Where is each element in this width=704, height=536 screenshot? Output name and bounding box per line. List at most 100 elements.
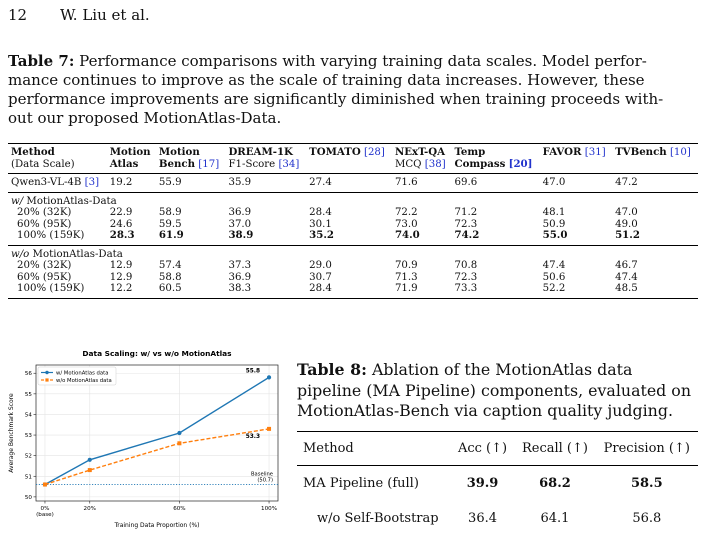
table7-caption: Table 7: Performance comparisons with va…	[8, 52, 698, 128]
table7-cell: 38.3	[225, 283, 306, 298]
table7-row-label: 20% (32K)	[8, 207, 107, 219]
baseline-ref: [3]	[85, 177, 99, 188]
table8-header: Acc (↑)	[451, 432, 515, 466]
table7-header-line2: Atlas	[110, 158, 139, 170]
table7-cell: 37.3	[225, 260, 306, 272]
table7-header-ref: [31]	[585, 147, 606, 158]
table7-cell: 71.9	[392, 283, 452, 298]
x-tick-label: 100%	[261, 506, 277, 512]
table7-caption-line: performance improvements are significant…	[8, 90, 698, 109]
table7-header-line1: TVBench	[615, 146, 667, 158]
table7-cell: 58.8	[156, 272, 226, 284]
y-tick-label: 54	[25, 412, 33, 418]
table7-group-row: w/ MotionAtlas-Data	[8, 192, 698, 207]
page-number: 12	[8, 6, 60, 24]
series-point-1	[43, 483, 47, 487]
table7-cell: 69.6	[452, 174, 540, 193]
table7-cell: 70.9	[392, 260, 452, 272]
table7-cell: 61.9	[156, 230, 226, 245]
y-tick-label: 53	[25, 433, 33, 439]
series-end-label-0: 55.8	[246, 368, 260, 374]
table8-header: Precision (↑)	[596, 432, 698, 466]
table7-cell: 58.9	[156, 207, 226, 219]
y-tick-label: 50	[25, 495, 33, 501]
table7-cell: 47.0	[612, 207, 698, 219]
series-end-label-1: 53.3	[246, 434, 260, 440]
table7-cell: 27.4	[306, 174, 392, 193]
table8-cell: 36.4	[451, 501, 515, 536]
table8-caption-line: MotionAtlas-Bench via caption quality ju…	[297, 401, 697, 422]
table7-cell: 38.9	[225, 230, 306, 245]
table7-header-line1: Method	[11, 146, 55, 158]
table7-cell: 50.6	[540, 272, 612, 284]
table7-cell: 71.6	[392, 174, 452, 193]
table7-cell: 29.0	[306, 260, 392, 272]
table7-label: Table 7:	[8, 52, 74, 70]
table7-cell: 28.3	[107, 230, 156, 245]
legend-swatch-marker	[45, 371, 48, 374]
table7-cell: 12.2	[107, 283, 156, 298]
table7-header-line2: (Data Scale)	[11, 159, 75, 170]
y-tick-label: 55	[25, 392, 33, 398]
table8-cell: 39.9	[451, 466, 515, 502]
table8-header: Method	[297, 432, 451, 466]
data-scaling-chart: Data Scaling: w/ vs w/o MotionAtlas 50 51 5…	[0, 345, 284, 535]
table7-header-ref: [10]	[670, 147, 691, 158]
table7-cell: 47.4	[540, 260, 612, 272]
group-label: MotionAtlas-Data	[33, 249, 123, 260]
group-label: MotionAtlas-Data	[26, 196, 116, 207]
series-point-1	[177, 441, 181, 445]
y-axis-label: Average Benchmark Score	[8, 393, 15, 473]
table7-cell: 72.2	[392, 207, 452, 219]
chart-title: Data Scaling: w/ vs w/o MotionAtlas	[82, 349, 232, 358]
table8: Method Acc (↑) Recall (↑) Precision (↑) …	[297, 431, 698, 536]
table7-cell: 57.4	[156, 260, 226, 272]
table7-header-line1: Motion	[159, 146, 200, 158]
table7-cell: 36.9	[225, 272, 306, 284]
table7-header-line1: TOMATO	[309, 146, 361, 158]
table8-label: Table 8:	[297, 360, 367, 379]
table8-header-row: Method Acc (↑) Recall (↑) Precision (↑)	[297, 432, 698, 466]
baseline-name: Qwen3-VL-4B	[11, 177, 81, 188]
series-point-1	[88, 468, 92, 472]
legend-entry: w/o MotionAtlas data	[56, 378, 112, 384]
table7-cell: 70.8	[452, 260, 540, 272]
table7-cell: 52.2	[540, 283, 612, 298]
table7-caption-line: out our proposed MotionAtlas-Data.	[8, 109, 698, 128]
table7-row-label: 100% (159K)	[8, 283, 107, 298]
table7-cell: 74.2	[452, 230, 540, 245]
table8-cell: 64.1	[514, 501, 595, 536]
table7-header-line1: Motion	[110, 146, 151, 158]
table7-header-ref: [17]	[198, 159, 219, 170]
table7-caption-line: mance continues to improve as the scale …	[8, 71, 698, 90]
table7-group-label: w/o MotionAtlas-Data	[8, 245, 698, 260]
baseline-value-label: (50.7)	[257, 478, 273, 484]
table7-cell: 28.4	[306, 207, 392, 219]
table7-cell: 47.2	[612, 174, 698, 193]
table8-row-label: w/o Self-Bootstrap	[297, 501, 451, 536]
table7-cell: 48.1	[540, 207, 612, 219]
table7-cell: 48.5	[612, 283, 698, 298]
table7-cell: 71.2	[452, 207, 540, 219]
y-tick-label: 56	[25, 371, 33, 377]
table7-header-line1: NExT-QA	[395, 146, 445, 158]
table7-cell: 55.0	[540, 230, 612, 245]
table7-group-row: w/o MotionAtlas-Data	[8, 245, 698, 260]
y-tick-label: 51	[25, 474, 33, 480]
table8-cell: 56.8	[596, 501, 698, 536]
table7-row-label: 60% (95K)	[8, 219, 107, 231]
table7-header-ref: [20]	[509, 158, 533, 170]
legend-entry: w/ MotionAtlas data	[56, 370, 108, 376]
y-tick-label: 52	[25, 454, 32, 460]
